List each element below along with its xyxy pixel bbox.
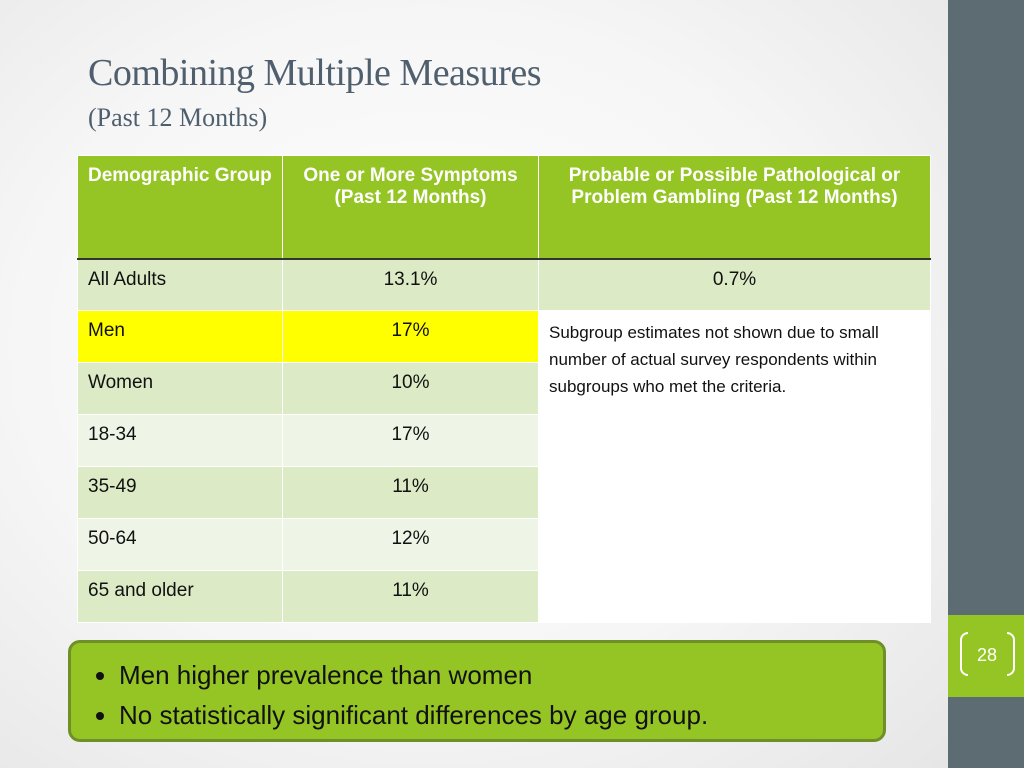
row-group-label: 18-34 (77, 414, 283, 467)
header-one-or-more-symptoms: One or More Symptoms (Past 12 Months) (282, 155, 539, 260)
row-symptoms-value: 10% (282, 362, 539, 415)
row-symptoms-value: 17% (282, 310, 539, 363)
data-table: Demographic Group One or More Symptoms (… (77, 155, 931, 623)
row-symptoms-value: 13.1% (282, 258, 539, 311)
row-group-label: 50-64 (77, 518, 283, 571)
summary-bullet: No statistically significant differences… (119, 695, 867, 735)
summary-bullet-list: Men higher prevalence than women No stat… (87, 655, 867, 735)
header-pathological-gambling: Probable or Possible Pathological or Pro… (538, 155, 931, 260)
row-symptoms-value: 12% (282, 518, 539, 571)
row-group-label: Men (77, 310, 283, 363)
table-row: All Adults 13.1% 0.7% (77, 258, 931, 311)
row-group-label: 35-49 (77, 466, 283, 519)
row-pathological-value: 0.7% (538, 258, 931, 311)
slide-subtitle: (Past 12 Months) (88, 103, 268, 132)
summary-bullet: Men higher prevalence than women (119, 655, 867, 695)
table-row: Women 10% (77, 362, 931, 415)
row-group-label: 65 and older (77, 570, 283, 623)
header-demographic-group: Demographic Group (77, 155, 283, 260)
table-row: 65 and older 11% (77, 570, 931, 623)
table-row: 18-34 17% (77, 414, 931, 467)
table-header-row: Demographic Group One or More Symptoms (… (77, 155, 931, 260)
row-symptoms-value: 17% (282, 414, 539, 467)
page-number-left-brace (960, 632, 968, 676)
table-row: Men 17% Subgroup estimates not shown due… (77, 310, 931, 623)
subgroup-note: Subgroup estimates not shown due to smal… (538, 310, 931, 623)
page-number: 28 (976, 645, 998, 665)
summary-callout: Men higher prevalence than women No stat… (68, 640, 886, 742)
row-symptoms-value: 11% (282, 570, 539, 623)
slide-title: Combining Multiple Measures (88, 52, 542, 94)
row-group-label: All Adults (77, 258, 283, 311)
table-row: 35-49 11% (77, 466, 931, 519)
row-symptoms-value: 11% (282, 466, 539, 519)
row-group-label: Women (77, 362, 283, 415)
table-row: 50-64 12% (77, 518, 931, 571)
